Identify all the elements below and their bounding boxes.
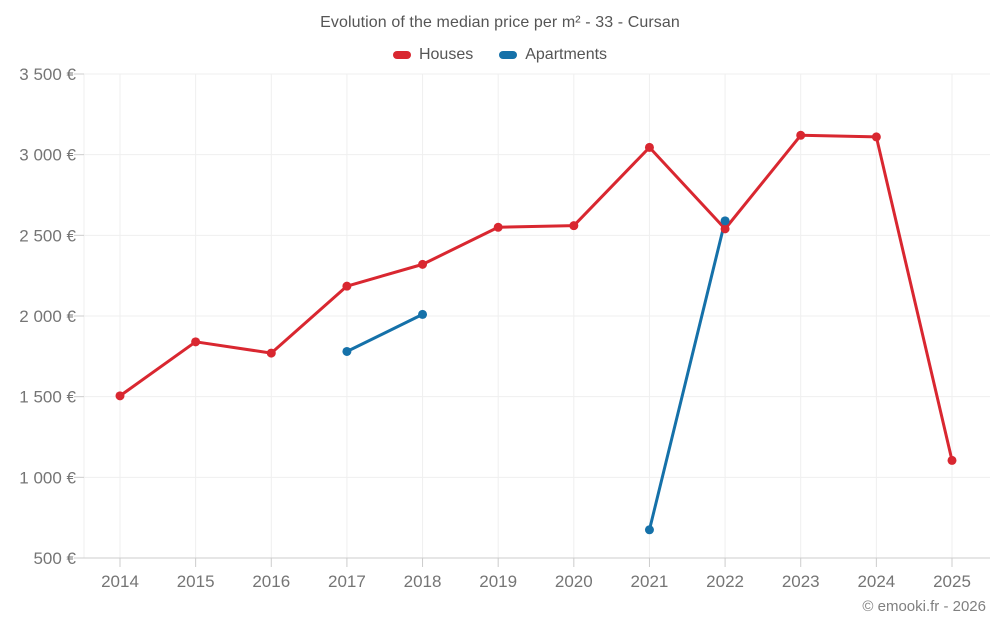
x-tick-label: 2016 [252, 572, 290, 591]
y-tick-label: 2 000 € [19, 307, 76, 326]
legend-item-apartments[interactable]: Apartments [499, 46, 607, 64]
legend-label-houses: Houses [418, 46, 474, 63]
apartments-data-point [342, 346, 352, 356]
x-tick-label: 2025 [933, 572, 971, 591]
houses-series-line [118, 133, 954, 462]
x-tick-label: 2015 [177, 572, 215, 591]
copyright-text: © emooki.fr - 2026 [862, 598, 986, 615]
apartments-data-point [644, 525, 654, 535]
x-tick-label: 2014 [101, 572, 139, 591]
apartments-data-point [418, 309, 428, 319]
x-tick-label: 2022 [706, 572, 744, 591]
houses-data-point [266, 348, 276, 358]
apartments-series-line [345, 312, 425, 353]
x-tick-label: 2019 [479, 572, 517, 591]
houses-data-point [644, 142, 654, 152]
y-tick-label: 1 000 € [19, 468, 76, 487]
apartments-data-point [720, 216, 730, 226]
houses-data-point [947, 455, 957, 465]
y-tick-label: 1 500 € [19, 388, 76, 407]
x-tick-label: 2021 [631, 572, 669, 591]
houses-data-point [569, 221, 579, 231]
x-tick-label: 2024 [857, 572, 895, 591]
houses-data-point [493, 222, 503, 232]
apartments-series-line [647, 219, 727, 532]
legend-label-apartments: Apartments [525, 46, 608, 63]
y-tick-label: 3 500 € [19, 65, 76, 84]
houses-data-point [342, 281, 352, 291]
legend-item-houses[interactable]: Houses [392, 46, 474, 64]
x-tick-label: 2018 [404, 572, 442, 591]
houses-data-point [115, 391, 125, 401]
x-tick-label: 2017 [328, 572, 366, 591]
chart-title: Evolution of the median price per m² - 3… [320, 14, 680, 31]
y-tick-label: 2 500 € [19, 226, 76, 245]
houses-data-point [871, 132, 881, 142]
houses-data-point [418, 259, 428, 269]
apartments-series-swatch-icon [499, 51, 518, 59]
y-tick-label: 3 000 € [19, 146, 76, 165]
x-tick-label: 2023 [782, 572, 820, 591]
houses-data-point [796, 130, 806, 140]
houses-data-point [720, 224, 730, 234]
houses-series-swatch-icon [392, 51, 411, 59]
x-tick-label: 2020 [555, 572, 593, 591]
chart-legend: Houses Apartments [0, 46, 1000, 64]
houses-data-point [191, 337, 201, 347]
y-tick-label: 500 € [33, 549, 76, 568]
